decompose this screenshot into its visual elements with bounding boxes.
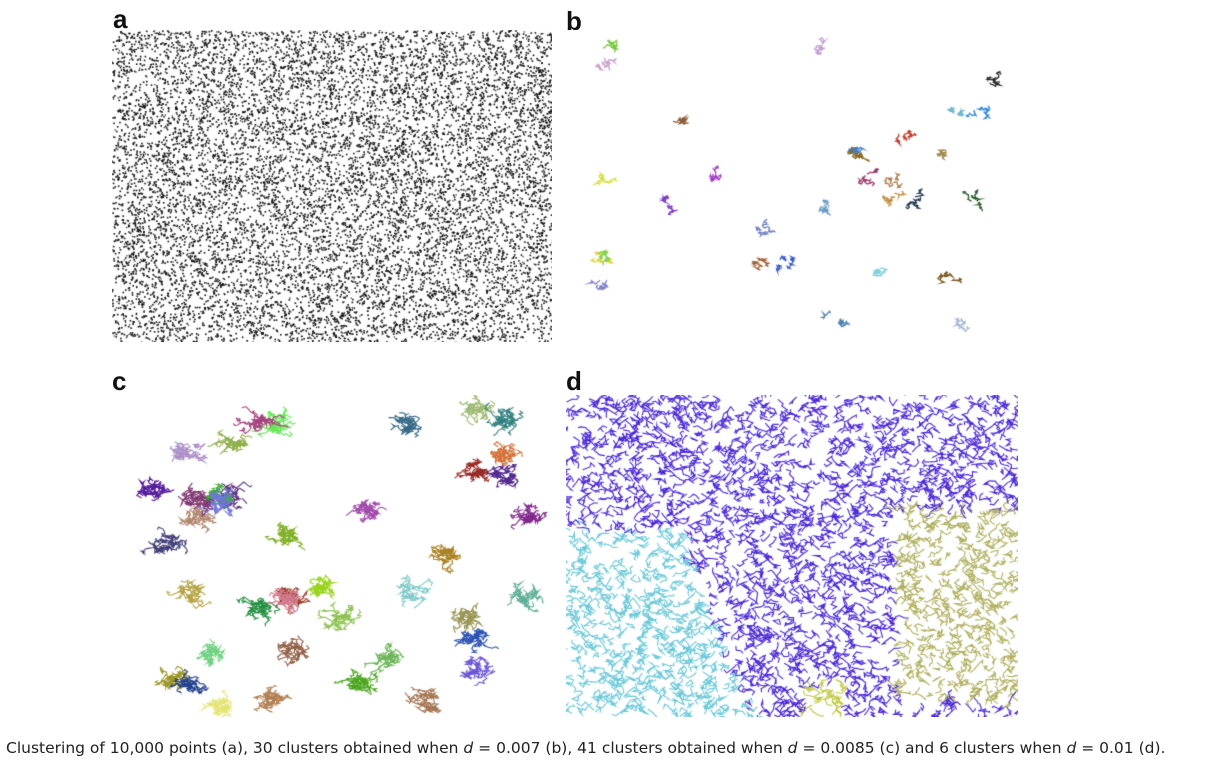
panel-c-clusters xyxy=(112,395,552,717)
panel-label-a: a xyxy=(113,4,128,34)
panel-label-d: d xyxy=(566,366,582,396)
panel-label-c: c xyxy=(112,366,127,396)
figure-caption: Clustering of 10,000 points (a), 30 clus… xyxy=(6,739,1206,757)
caption-text-3: = 0.0085 (c) and 6 clusters when xyxy=(797,739,1067,757)
panel-d-canvas xyxy=(566,395,1018,717)
panel-b-canvas xyxy=(566,30,1018,342)
panel-label-b: b xyxy=(566,6,582,36)
panel-b-clusters xyxy=(566,30,1018,342)
panel-d-clusters xyxy=(566,395,1018,717)
caption-text-2: = 0.007 (b), 41 clusters obtained when xyxy=(473,739,788,757)
panel-c-canvas xyxy=(112,395,552,717)
panel-a-scatter xyxy=(112,30,552,342)
caption-var-d-2: d xyxy=(787,739,798,757)
caption-var-d-1: d xyxy=(463,739,474,757)
caption-text-1: Clustering of 10,000 points (a), 30 clus… xyxy=(6,739,464,757)
panel-a-canvas xyxy=(112,30,552,342)
caption-text-4: = 0.01 (d). xyxy=(1076,739,1166,757)
caption-var-d-3: d xyxy=(1066,739,1077,757)
